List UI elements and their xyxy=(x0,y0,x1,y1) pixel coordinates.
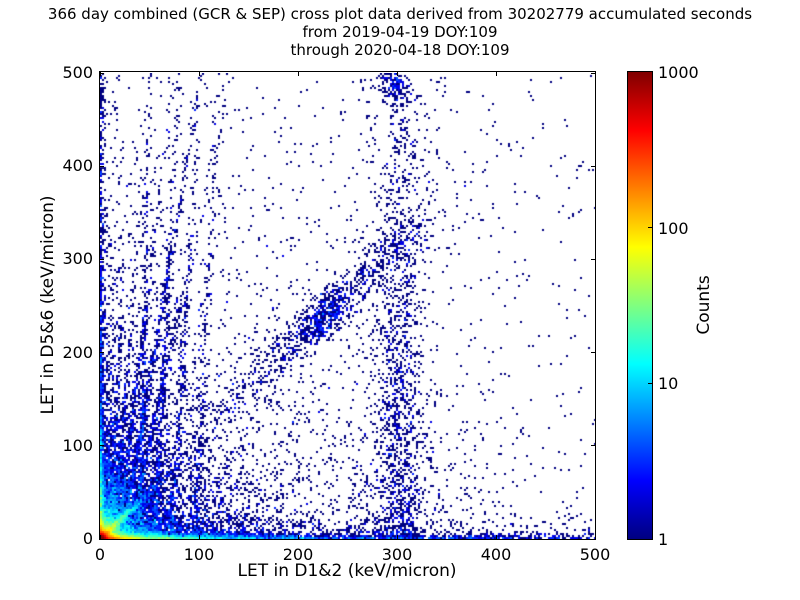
x-tick-mark xyxy=(198,72,200,76)
y-tick-mark xyxy=(591,72,595,74)
x-tick-label: 300 xyxy=(381,545,413,564)
colorbar xyxy=(627,71,653,540)
scatter-density-canvas xyxy=(100,73,595,539)
x-tick-mark xyxy=(594,535,596,539)
colorbar-tick-label: 10 xyxy=(658,374,679,394)
colorbar-tick-mark xyxy=(648,382,652,384)
x-axis-label: LET in D1&2 (keV/micron) xyxy=(237,561,457,581)
plot-area xyxy=(99,71,596,540)
x-tick-mark xyxy=(396,72,398,76)
x-tick-mark xyxy=(198,535,200,539)
y-tick-mark xyxy=(591,538,595,540)
y-tick-label: 0 xyxy=(82,529,93,548)
y-tick-label: 400 xyxy=(62,156,93,176)
y-tick-mark xyxy=(100,72,104,74)
x-tick-mark xyxy=(297,535,299,539)
x-tick-label: 500 xyxy=(579,545,611,564)
x-tick-mark xyxy=(99,72,101,76)
y-tick-mark xyxy=(100,445,104,447)
x-tick-mark xyxy=(495,72,497,76)
y-tick-mark xyxy=(100,538,104,540)
y-tick-mark xyxy=(100,352,104,354)
colorbar-tick-label: 1 xyxy=(658,530,669,549)
colorbar-label: Counts xyxy=(694,275,714,335)
x-tick-label: 100 xyxy=(183,545,215,564)
colorbar-tick-mark xyxy=(648,227,652,229)
x-tick-label: 0 xyxy=(94,545,106,564)
x-tick-label: 200 xyxy=(282,545,314,564)
y-tick-mark xyxy=(100,258,104,260)
x-tick-label: 400 xyxy=(480,545,512,564)
y-tick-mark xyxy=(100,165,104,167)
x-tick-mark xyxy=(396,535,398,539)
title-line-2: from 2019-04-19 DOY:109 xyxy=(302,23,498,41)
x-tick-mark xyxy=(495,535,497,539)
x-tick-mark xyxy=(99,535,101,539)
y-tick-label: 100 xyxy=(62,435,93,455)
y-tick-label: 500 xyxy=(62,63,93,82)
y-tick-mark xyxy=(591,165,595,167)
y-axis-label: LET in D5&6 (keV/micron) xyxy=(38,195,58,415)
x-tick-mark xyxy=(594,72,596,76)
title-line-3: through 2020-04-18 DOY:109 xyxy=(290,41,510,59)
colorbar-tick-label: 1000 xyxy=(658,63,699,82)
colorbar-tick-label: 100 xyxy=(658,218,689,238)
y-tick-label: 200 xyxy=(62,342,93,362)
y-tick-mark xyxy=(591,445,595,447)
y-tick-mark xyxy=(591,352,595,354)
title-line-1: 366 day combined (GCR & SEP) cross plot … xyxy=(47,5,753,23)
chart-title: 366 day combined (GCR & SEP) cross plot … xyxy=(0,5,800,59)
y-tick-mark xyxy=(591,258,595,260)
x-tick-mark xyxy=(297,72,299,76)
y-tick-label: 300 xyxy=(62,249,93,269)
